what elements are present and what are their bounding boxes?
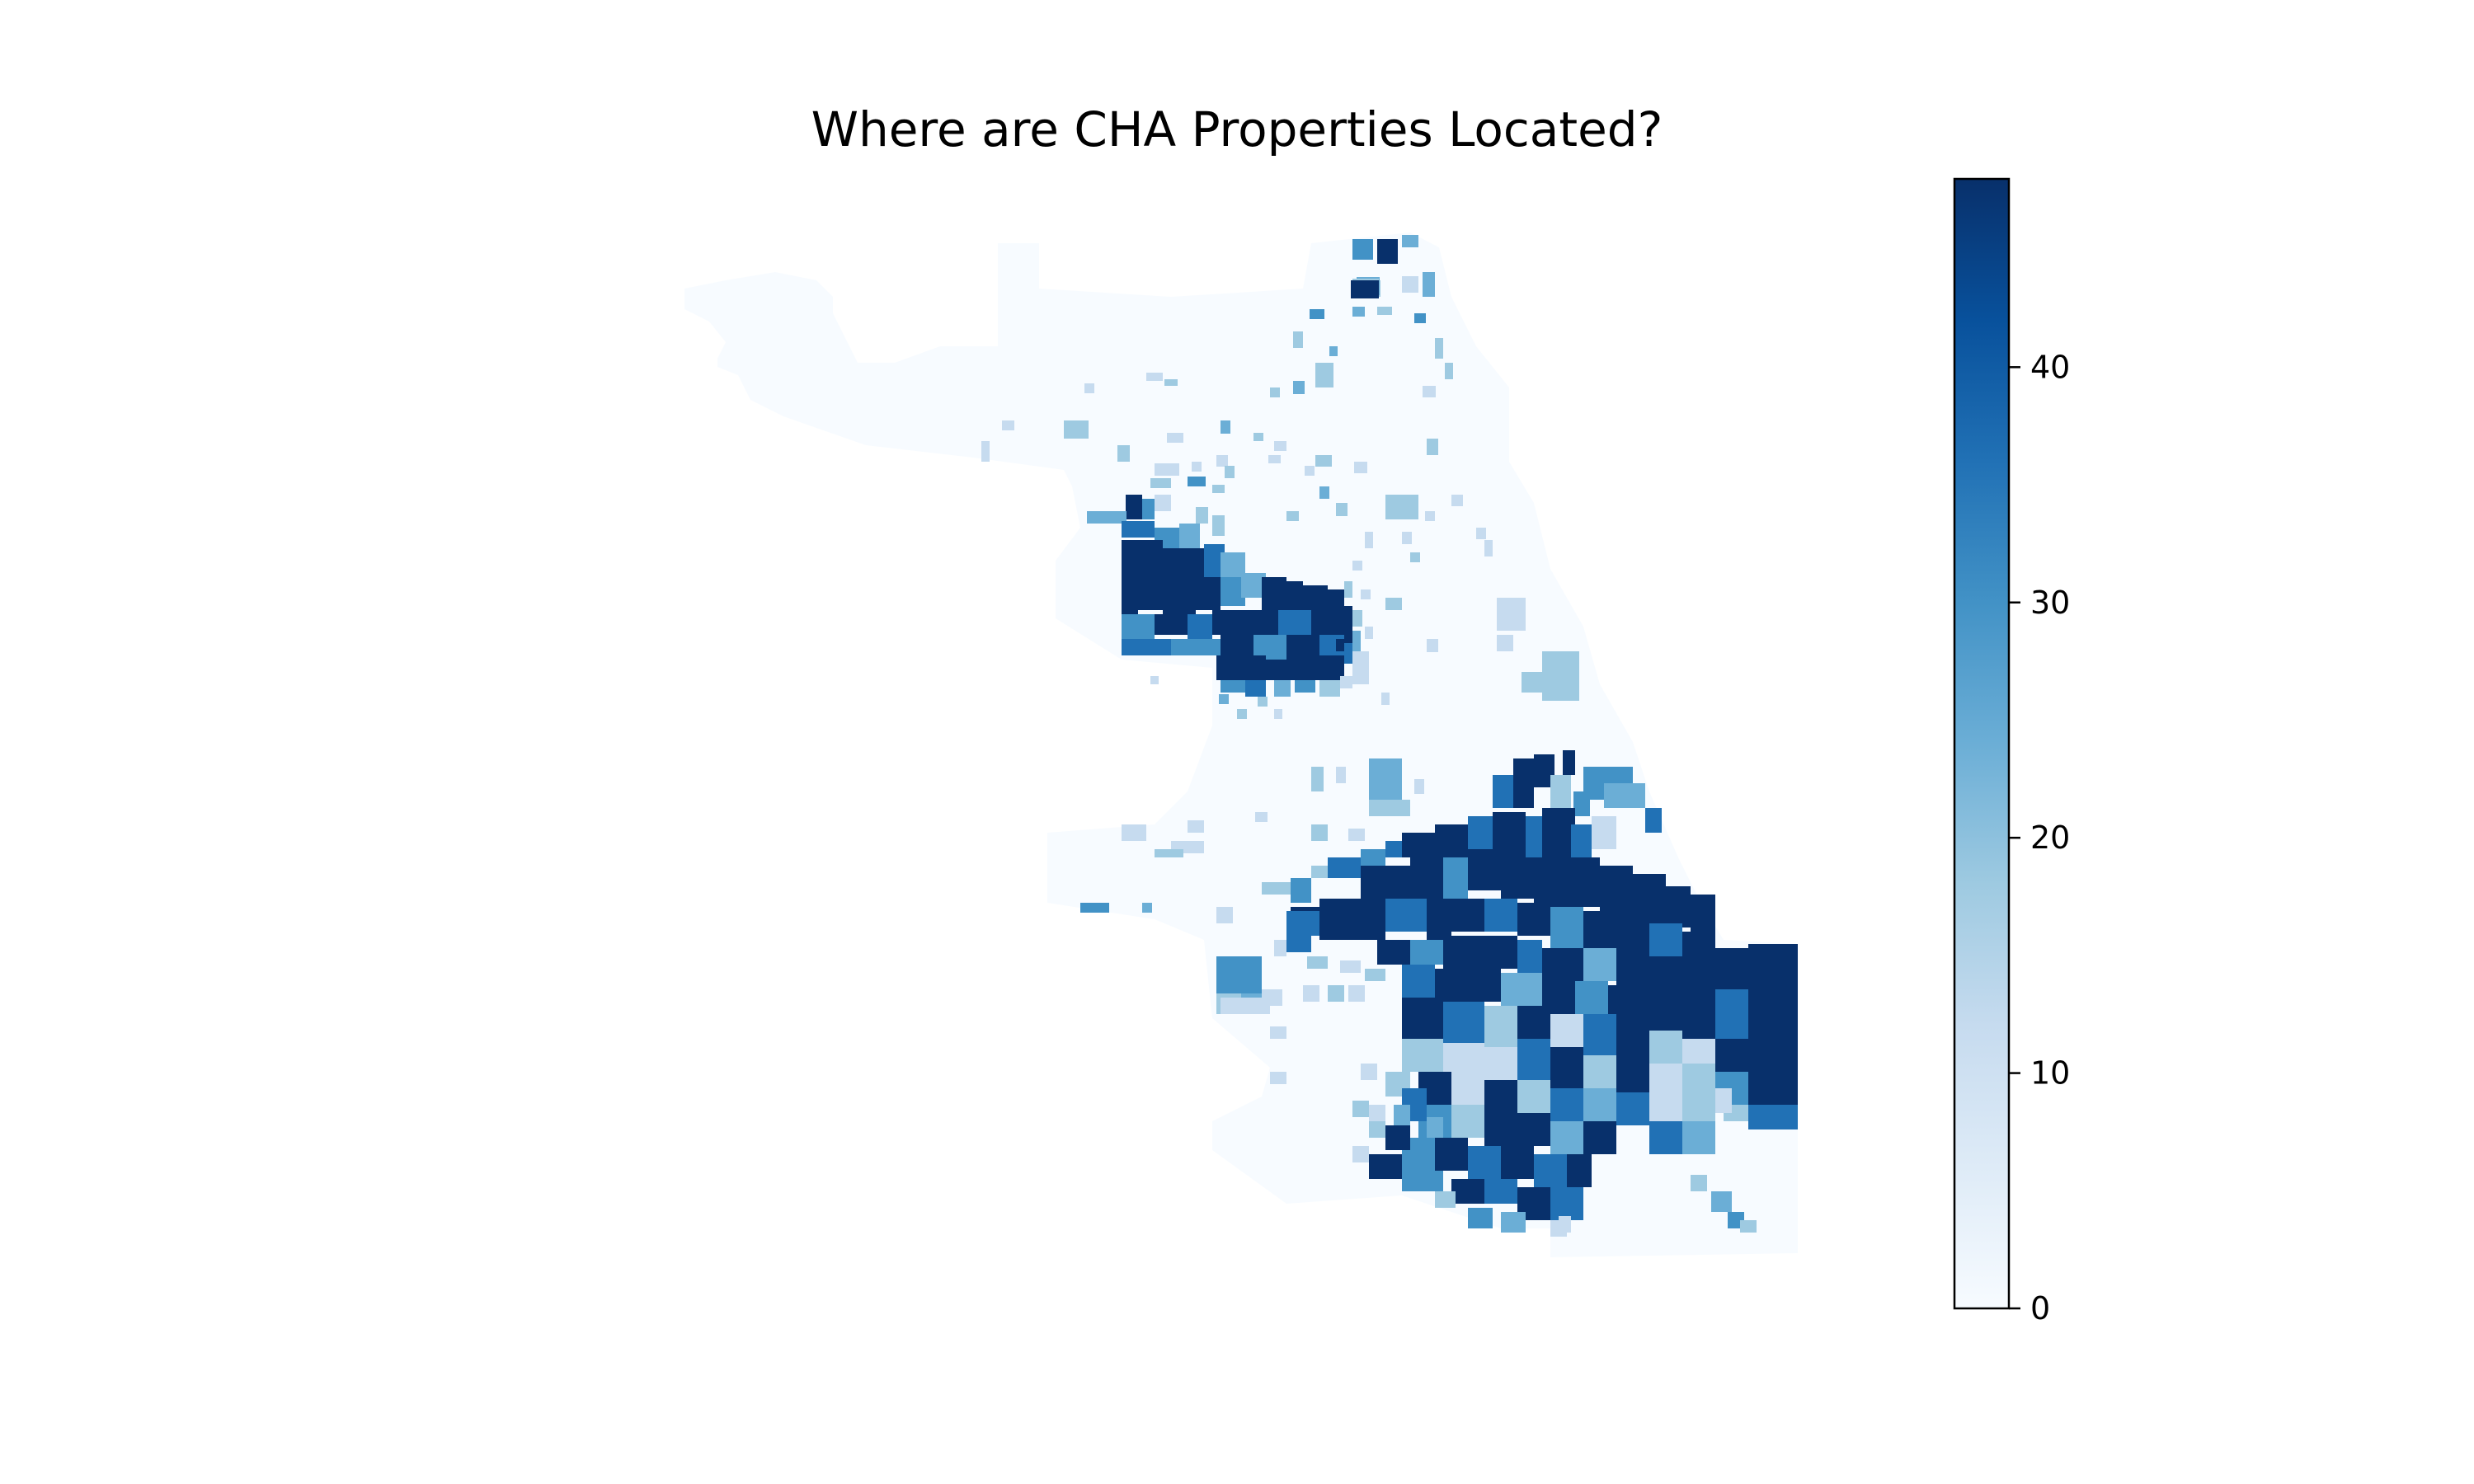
- colorbar-tick-label: 10: [2030, 1055, 2070, 1092]
- colorbar-ticks: 0 10 20 30 40: [2009, 349, 2070, 1327]
- colorbar-tick-label: 0: [2030, 1290, 2050, 1327]
- colorbar-gradient: [1953, 177, 2011, 1310]
- colorbar: 0 10 20 30 40: [1953, 177, 2070, 1327]
- colorbar-tick-label: 30: [2030, 585, 2070, 621]
- south-side-cluster: [1080, 750, 1798, 1237]
- colorbar-tick-label: 20: [2030, 819, 2070, 856]
- map-title: Where are CHA Properties Located?: [811, 101, 1663, 157]
- north-tracts: [981, 235, 1579, 705]
- colorbar-tick-label: 40: [2030, 349, 2070, 385]
- west-side-cluster: [1087, 495, 1369, 719]
